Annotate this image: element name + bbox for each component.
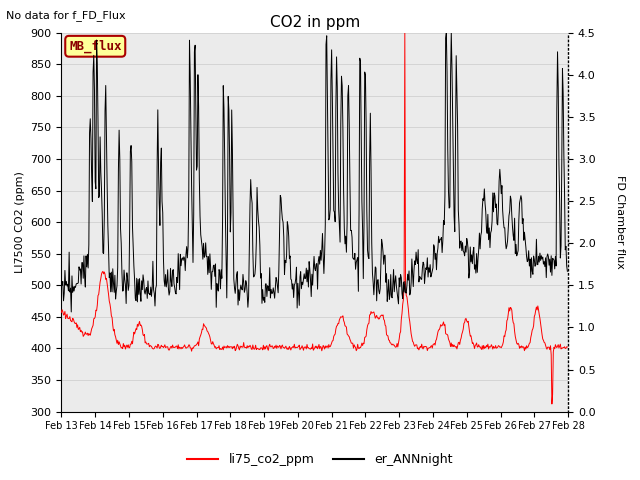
Y-axis label: LI7500 CO2 (ppm): LI7500 CO2 (ppm) [15, 171, 25, 273]
Text: No data for f_FD_Flux: No data for f_FD_Flux [6, 10, 126, 21]
Y-axis label: FD Chamber flux: FD Chamber flux [615, 175, 625, 269]
Legend: li75_co2_ppm, er_ANNnight: li75_co2_ppm, er_ANNnight [182, 448, 458, 471]
Title: CO2 in ppm: CO2 in ppm [269, 15, 360, 30]
Text: MB_flux: MB_flux [69, 40, 122, 53]
